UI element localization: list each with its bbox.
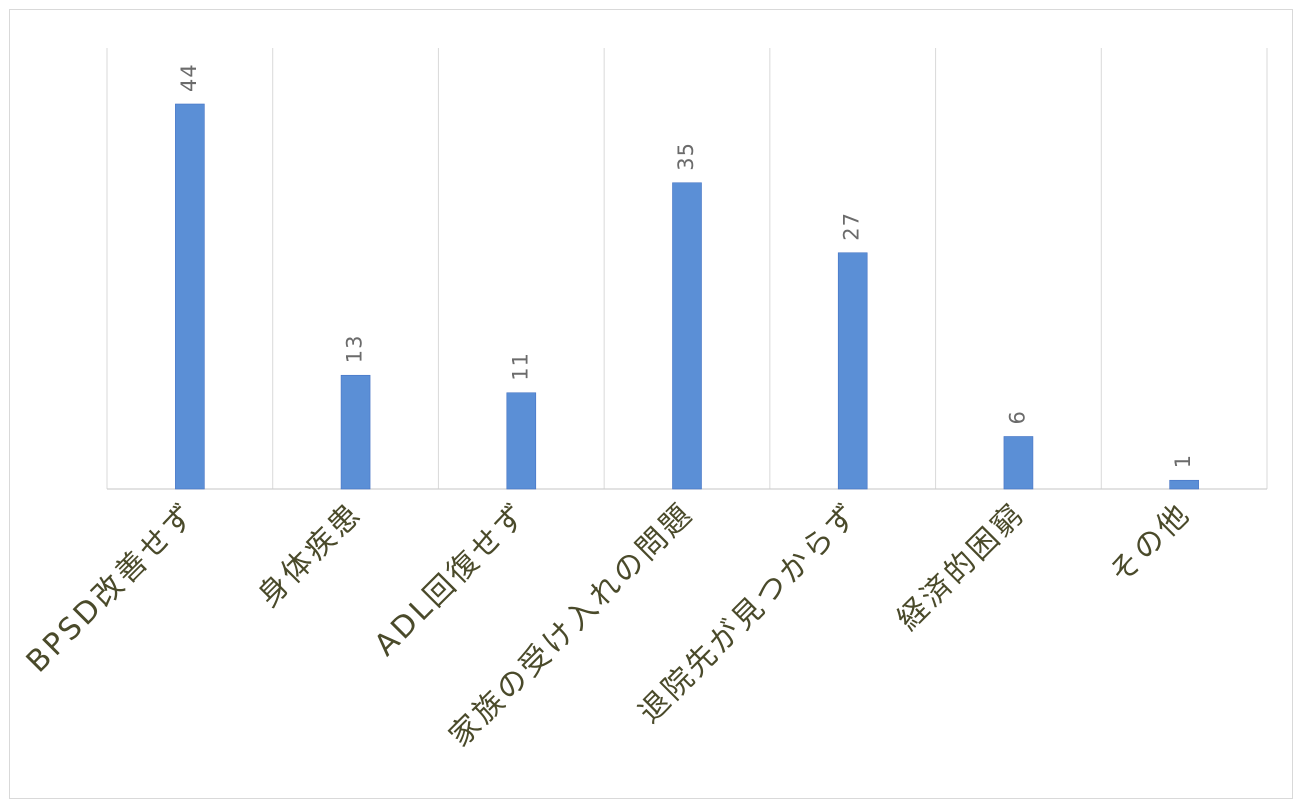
data-label-2: 11	[508, 352, 532, 381]
category-label-1: 身体疾患	[251, 496, 369, 614]
bar-5	[1003, 436, 1034, 490]
data-label-3: 35	[674, 142, 698, 171]
data-label-0: 44	[177, 63, 201, 92]
category-label-2: ADL回復せず	[368, 496, 535, 663]
data-label-6: 1	[1171, 454, 1195, 468]
bar-6	[1169, 479, 1199, 490]
data-label-4: 27	[840, 212, 864, 241]
bar-3	[672, 182, 702, 490]
category-label-5: 経済的困窮	[891, 496, 1032, 637]
bar-2	[506, 392, 537, 490]
bar-4	[837, 252, 868, 490]
data-label-5: 6	[1005, 410, 1029, 424]
category-label-0: BPSD改善せず	[20, 496, 204, 680]
category-label-6: その他	[1103, 496, 1198, 591]
data-label-1: 13	[343, 335, 367, 364]
bar-1	[340, 374, 371, 490]
bar-0	[175, 103, 205, 490]
